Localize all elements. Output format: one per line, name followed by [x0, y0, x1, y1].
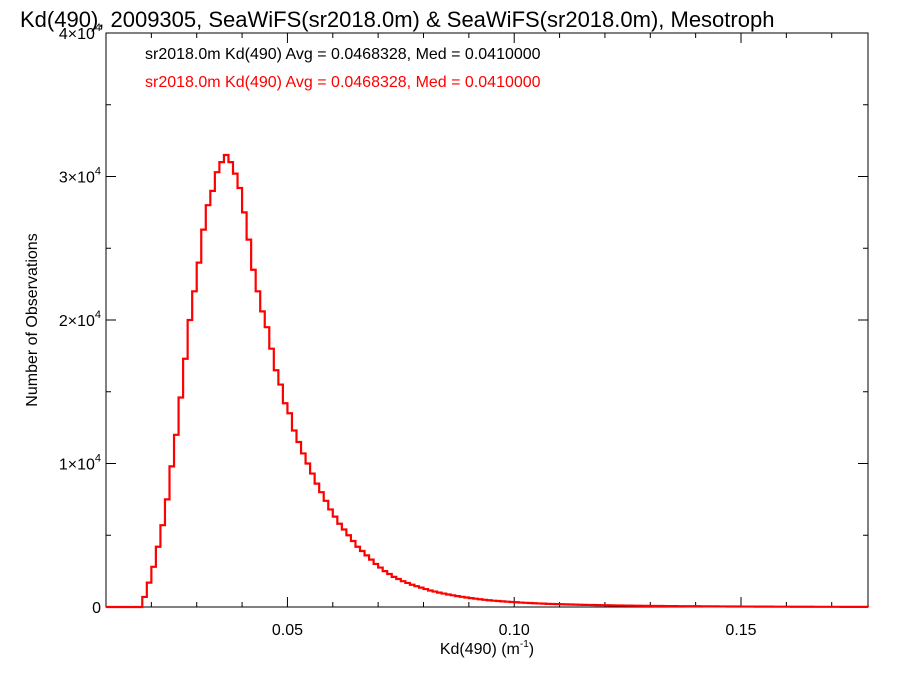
x-axis-label-base: Kd(490) (m	[440, 641, 520, 658]
chart-title: Kd(490), 2009305, SeaWiFS(sr2018.0m) & S…	[20, 7, 774, 32]
legend: sr2018.0m Kd(490) Avg = 0.0468328, Med =…	[145, 46, 541, 91]
y-tick-label-base: 3×10	[59, 170, 95, 187]
y-tick-label: 4×104	[59, 22, 101, 43]
histogram-series-red	[106, 153, 870, 609]
y-tick-label-exponent: 4	[95, 22, 101, 34]
x-axis-label: Kd(490) (m-1)	[440, 639, 534, 658]
x-axis-ticks: 0.05 0.10 0.15	[105, 33, 833, 639]
legend-entry: sr2018.0m Kd(490) Avg = 0.0468328, Med =…	[145, 46, 541, 63]
y-tick-label: 3×104	[59, 166, 101, 187]
y-tick-label-base: 0	[92, 600, 101, 617]
x-tick-label: 0.15	[725, 622, 756, 639]
y-tick-label-exponent: 4	[95, 453, 101, 465]
x-tick-label: 0.05	[272, 622, 303, 639]
y-tick-label-base: 1×10	[59, 457, 95, 474]
y-tick-label: 2×104	[59, 309, 101, 330]
y-tick-label: 0	[92, 600, 101, 617]
legend-entry: sr2018.0m Kd(490) Avg = 0.0468328, Med =…	[145, 74, 541, 91]
y-tick-label-base: 2×10	[59, 313, 95, 330]
y-tick-label-base: 4×10	[59, 26, 95, 43]
y-axis-label: Number of Observations	[24, 233, 41, 406]
y-tick-label-exponent: 4	[95, 309, 101, 321]
y-tick-label: 1×104	[59, 453, 101, 474]
x-tick-label: 0.10	[499, 622, 530, 639]
x-axis-label-exponent: -1	[520, 639, 529, 650]
x-axis-label-end: )	[529, 641, 534, 658]
y-tick-label-exponent: 4	[95, 166, 101, 178]
